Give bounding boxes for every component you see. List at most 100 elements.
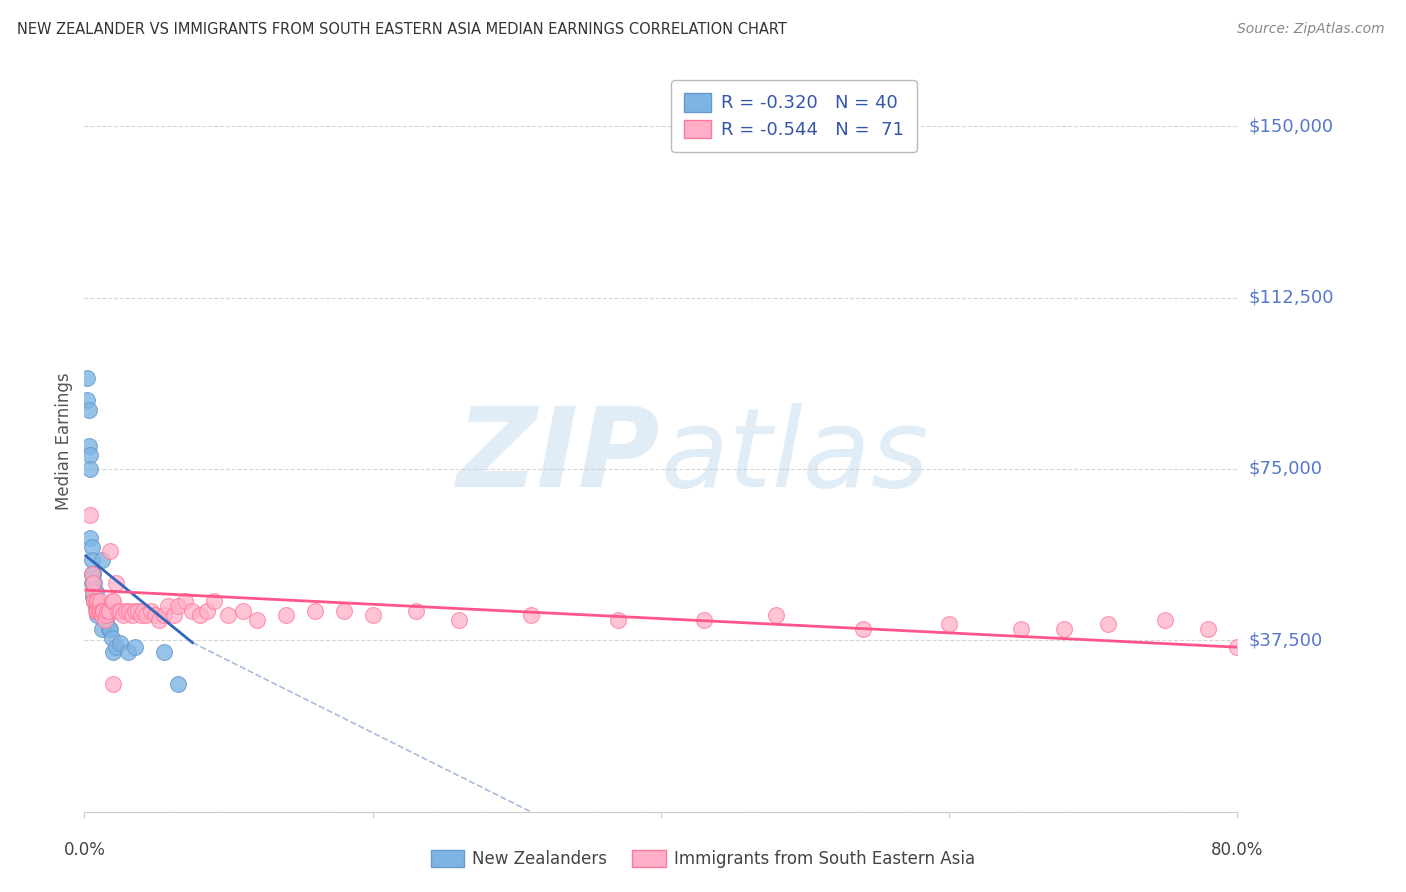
Point — [103, 677, 124, 691]
Point — [1053, 622, 1076, 636]
Point — [84, 599, 107, 613]
Text: 0.0%: 0.0% — [63, 841, 105, 859]
Point — [195, 604, 218, 618]
Point — [1010, 622, 1032, 636]
Point — [83, 585, 105, 599]
Text: ZIP: ZIP — [457, 403, 661, 510]
Point — [167, 599, 190, 613]
Point — [361, 608, 384, 623]
Point — [110, 635, 132, 649]
Point — [117, 645, 139, 659]
Point — [82, 585, 104, 599]
Legend: R = -0.320   N = 40, R = -0.544   N =  71: R = -0.320 N = 40, R = -0.544 N = 71 — [671, 80, 917, 152]
Point — [156, 599, 179, 613]
Point — [80, 567, 103, 582]
Point — [84, 604, 107, 618]
Point — [82, 585, 104, 599]
Point — [94, 613, 117, 627]
Text: NEW ZEALANDER VS IMMIGRANTS FROM SOUTH EASTERN ASIA MEDIAN EARNINGS CORRELATION : NEW ZEALANDER VS IMMIGRANTS FROM SOUTH E… — [17, 22, 787, 37]
Point — [83, 594, 105, 608]
Point — [80, 567, 103, 582]
Text: $75,000: $75,000 — [1249, 460, 1323, 478]
Point — [304, 604, 326, 618]
Point — [82, 576, 104, 591]
Point — [84, 594, 107, 608]
Y-axis label: Median Earnings: Median Earnings — [55, 373, 73, 510]
Point — [86, 608, 108, 623]
Point — [105, 576, 128, 591]
Point — [90, 622, 112, 636]
Point — [188, 608, 211, 623]
Point — [121, 608, 143, 623]
Point — [97, 622, 120, 636]
Text: 80.0%: 80.0% — [1211, 841, 1264, 859]
Point — [90, 608, 112, 623]
Point — [115, 604, 138, 618]
Point — [79, 448, 101, 462]
Point — [90, 604, 112, 618]
Point — [83, 576, 105, 591]
Point — [91, 604, 114, 618]
Text: $112,500: $112,500 — [1249, 289, 1334, 307]
Point — [98, 544, 121, 558]
Point — [852, 622, 875, 636]
Point — [82, 590, 104, 604]
Point — [79, 508, 101, 522]
Point — [83, 594, 105, 608]
Point — [107, 604, 129, 618]
Point — [1198, 622, 1220, 636]
Point — [87, 604, 110, 618]
Point — [152, 645, 174, 659]
Point — [1097, 617, 1119, 632]
Point — [100, 631, 122, 645]
Point — [606, 613, 628, 627]
Point — [148, 613, 170, 627]
Point — [79, 462, 101, 476]
Point — [765, 608, 787, 623]
Point — [87, 599, 110, 613]
Point — [84, 594, 107, 608]
Point — [87, 599, 110, 613]
Point — [90, 553, 112, 567]
Point — [139, 604, 162, 618]
Point — [181, 604, 204, 618]
Text: Source: ZipAtlas.com: Source: ZipAtlas.com — [1237, 22, 1385, 37]
Point — [98, 622, 121, 636]
Point — [449, 613, 471, 627]
Point — [118, 604, 141, 618]
Point — [76, 393, 98, 408]
Point — [202, 594, 225, 608]
Legend: New Zealanders, Immigrants from South Eastern Asia: New Zealanders, Immigrants from South Ea… — [425, 843, 981, 875]
Point — [246, 613, 269, 627]
Text: $37,500: $37,500 — [1249, 632, 1323, 649]
Point — [94, 608, 117, 623]
Point — [89, 604, 111, 618]
Point — [91, 604, 114, 618]
Point — [97, 604, 120, 618]
Point — [105, 640, 128, 655]
Point — [1154, 613, 1177, 627]
Point — [938, 617, 960, 632]
Point — [89, 604, 111, 618]
Point — [127, 604, 149, 618]
Point — [167, 677, 190, 691]
Point — [218, 608, 240, 623]
Point — [112, 608, 135, 623]
Point — [110, 604, 132, 618]
Point — [276, 608, 298, 623]
Point — [77, 402, 100, 417]
Point — [124, 640, 146, 655]
Point — [152, 608, 174, 623]
Point — [174, 594, 197, 608]
Point — [80, 576, 103, 591]
Point — [84, 585, 107, 599]
Point — [520, 608, 543, 623]
Point — [80, 540, 103, 554]
Point — [103, 645, 124, 659]
Point — [79, 531, 101, 545]
Point — [132, 604, 155, 618]
Point — [86, 604, 108, 618]
Point — [333, 604, 356, 618]
Point — [83, 594, 105, 608]
Point — [82, 576, 104, 591]
